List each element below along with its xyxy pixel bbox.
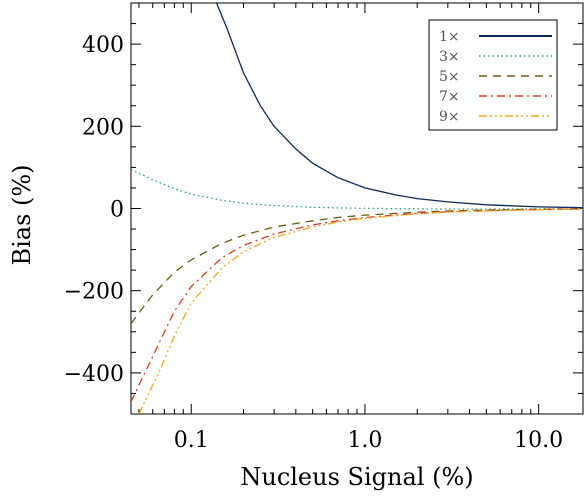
series-line — [131, 168, 583, 210]
legend: 1× 3× 5× 7× 9× — [428, 19, 558, 131]
x-axis-title: Nucleus Signal (%) — [240, 463, 473, 491]
y-tick-label: 200 — [82, 115, 124, 140]
y-tick-label: 400 — [82, 33, 124, 58]
series-line — [131, 208, 583, 324]
legend-label: 3× — [439, 49, 460, 65]
series-line — [215, 3, 583, 209]
x-tick-label: 10.0 — [514, 428, 563, 453]
y-tick-label: 0 — [110, 198, 124, 223]
legend-box — [428, 19, 558, 131]
x-tick-label: 0.1 — [174, 428, 209, 453]
y-tick-labels: 400 200 0 −200 −400 — [64, 33, 124, 387]
legend-label: 9× — [439, 109, 460, 125]
series-lines — [131, 3, 583, 414]
legend-items: 1× 3× 5× 7× 9× — [439, 29, 552, 125]
y-tick-label: −400 — [64, 362, 124, 387]
legend-label: 1× — [439, 29, 460, 45]
axis-ticks — [131, 2, 583, 415]
y-axis-title: Bias (%) — [8, 164, 36, 265]
series-line — [138, 208, 583, 414]
legend-label: 7× — [439, 89, 460, 105]
series-line — [131, 208, 583, 402]
legend-label: 5× — [439, 69, 460, 85]
x-tick-label: 1.0 — [347, 428, 382, 453]
y-tick-label: −200 — [64, 280, 124, 305]
x-tick-labels: 0.1 1.0 10.0 — [174, 428, 563, 453]
